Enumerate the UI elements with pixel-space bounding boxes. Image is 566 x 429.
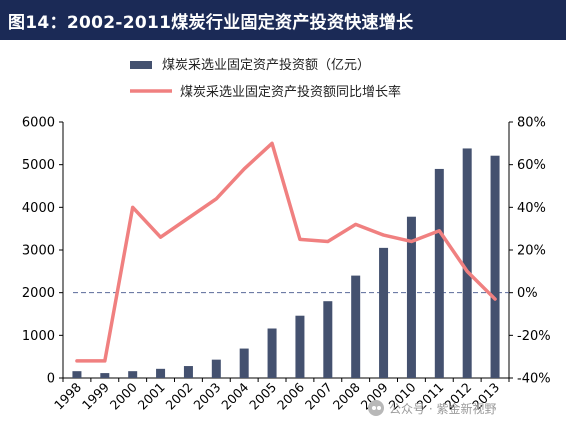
y-left-tick-label: 0 (47, 372, 55, 387)
x-tick-label: 2000 (107, 379, 140, 412)
y-left-tick-label: 5000 (22, 158, 55, 173)
y-left-tick-label: 1000 (22, 329, 55, 344)
y-left-tick-label: 3000 (22, 244, 55, 259)
y-left-tick-label: 4000 (22, 201, 55, 216)
bar-2003 (211, 359, 221, 378)
bar-2001 (156, 368, 166, 378)
watermark-text: 公众号 · 紫金新视野 (389, 401, 497, 416)
bar-2006 (295, 315, 305, 378)
line-point-2005 (271, 142, 273, 145)
bar-2013 (490, 155, 500, 378)
x-tick-label: 2005 (246, 380, 279, 413)
chart-area: 煤炭采选业固定资产投资额（亿元） 煤炭采选业固定资产投资额同比增长率 0 1000 2… (22, 57, 551, 413)
bar-2011 (434, 168, 444, 378)
legend-label-line: 煤炭采选业固定资产投资额同比增长率 (180, 84, 401, 100)
line-point-2001 (159, 236, 162, 238)
line-point-2008 (354, 223, 357, 226)
y-left-tick-label: 6000 (22, 116, 55, 131)
line-point-2010 (410, 240, 413, 243)
line-point-2000 (131, 206, 134, 209)
line-point-2009 (382, 234, 385, 236)
bar-2008 (351, 275, 361, 378)
legend: 煤炭采选业固定资产投资额（亿元） 煤炭采选业固定资产投资额同比增长率 (130, 57, 401, 100)
bar-1998 (72, 371, 82, 378)
watermark: 公众号 · 紫金新视野 (368, 398, 496, 418)
x-tick-label: 2008 (330, 379, 363, 412)
x-tick-label: 2001 (135, 380, 168, 413)
line-point-2013 (494, 298, 496, 300)
line-point-2011 (438, 230, 441, 232)
y-right-tick-label: 60% (517, 158, 546, 173)
line-point-2012 (466, 270, 468, 273)
x-tick-label: 2004 (218, 379, 251, 412)
legend-label-bar: 煤炭采选业固定资产投资额（亿元） (162, 57, 370, 73)
line-point-2002 (187, 217, 190, 219)
y-right-tick-label: 80% (517, 116, 546, 131)
y-right-tick-label: -20% (517, 329, 551, 344)
bar-2004 (239, 348, 249, 378)
bar-2007 (323, 301, 333, 378)
line-point-2006 (299, 238, 301, 241)
y-right-tick-label: 20% (517, 244, 546, 259)
line-series (75, 141, 497, 363)
x-tick-label: 2006 (274, 379, 307, 412)
line-point-2004 (243, 168, 245, 170)
wechat-icon (368, 400, 384, 416)
bar-2009 (379, 247, 389, 378)
y-right-tick-label: 40% (517, 201, 546, 216)
bar-2000 (128, 371, 138, 378)
bar-2012 (462, 148, 472, 378)
x-tick-label: 1999 (79, 379, 112, 412)
x-tick-label: 2003 (190, 380, 223, 413)
y-axis-left: 0 1000 2000 3000 4000 5000 6000 (22, 116, 64, 387)
y-left-tick-label: 2000 (22, 286, 55, 301)
x-tick-label: 2007 (302, 380, 335, 413)
y-right-tick-label: 0% (517, 286, 538, 301)
bar-2010 (406, 216, 416, 378)
y-right-tick-label: -40% (517, 372, 551, 387)
line-point-1999 (104, 360, 106, 362)
x-tick-label: 1998 (51, 379, 84, 412)
line-point-2007 (327, 240, 329, 243)
chart-title: 图14：2002-2011煤炭行业固定资产投资快速增长 (8, 12, 414, 33)
line-point-1998 (76, 360, 78, 362)
bar-series (72, 148, 500, 378)
bar-1999 (100, 373, 110, 378)
x-tick-label: 2002 (162, 380, 195, 413)
bar-2005 (267, 328, 277, 378)
chart-title-bar: 图14：2002-2011煤炭行业固定资产投资快速增长 (0, 0, 566, 40)
line-point-2003 (215, 198, 218, 200)
bar-2002 (183, 366, 193, 378)
y-axis-right: -40% -20% 0% 20% 40% 60% 80% (508, 116, 551, 387)
legend-swatch-bar (130, 61, 152, 69)
growth-rate-line (75, 141, 497, 363)
